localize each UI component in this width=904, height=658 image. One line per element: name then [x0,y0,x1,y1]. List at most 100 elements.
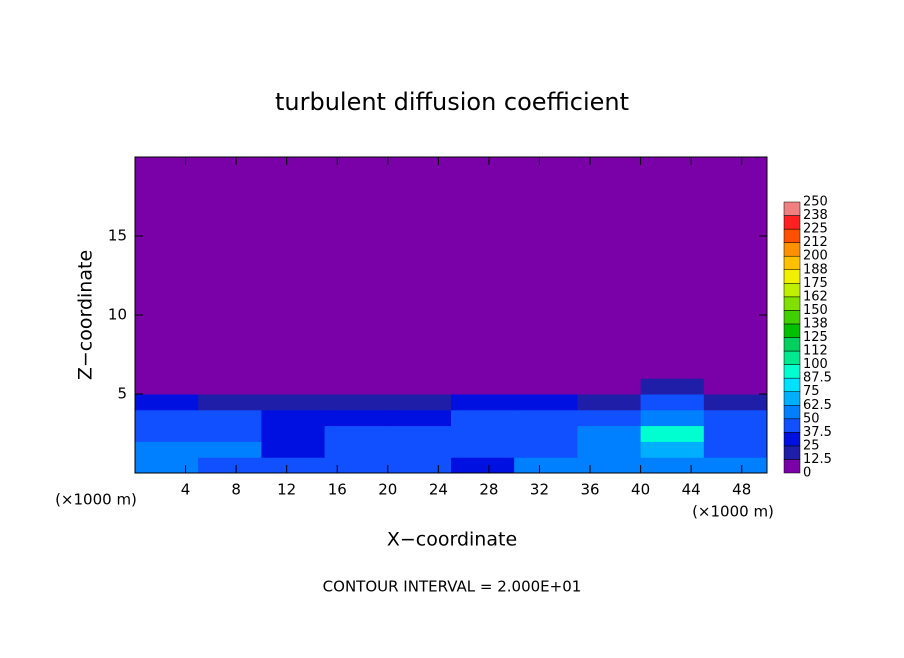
colorbar-label: 238 [803,208,828,223]
colorbar-label: 112 [803,344,828,359]
colorbar-label: 212 [803,235,828,250]
colorbar-band [783,283,801,298]
heatmap-cell [514,394,578,411]
heatmap-cell [135,394,199,411]
heatmap-cell [261,394,326,411]
heatmap-cell [387,425,452,442]
heatmap-cell [451,457,515,474]
colorbar-label: 62.5 [803,398,832,413]
colorbar-label: 50 [803,411,820,426]
heatmap-cell [703,441,768,458]
colorbar-label: 75 [803,384,820,399]
heatmap-cell [703,378,768,395]
heatmap-cell [703,425,768,442]
x-tick-label: 16 [328,481,347,499]
heatmap-cell [324,394,389,411]
heatmap-cell [135,409,199,427]
heatmap-cell [514,157,578,379]
colorbar-band [783,269,801,284]
heatmap-cell [577,157,642,379]
x-tick-label: 8 [231,481,241,499]
heatmap-cell [387,378,452,395]
heatmap-cell [514,457,578,474]
colorbar-label: 138 [803,316,828,331]
colorbar-label: 125 [803,330,828,345]
heatmap-cell [577,394,642,411]
heatmap-cell [135,378,199,395]
colorbar-band [783,350,801,365]
colorbar-band [783,377,801,392]
colorbar-band [783,459,801,474]
x-tick-label: 12 [277,481,296,499]
heatmap-cell [324,457,389,474]
x-tick-label: 36 [580,481,599,499]
heatmap-cell [577,457,642,474]
colorbar-label: 175 [803,276,828,291]
heatmap-cell [514,425,578,442]
x-tick-label: 48 [732,481,751,499]
heatmap-cell [198,425,262,442]
heatmap-cell [640,457,705,474]
heatmap-cell [387,157,452,379]
colorbar-band [783,405,801,420]
heatmap-cell [261,378,326,395]
colorbar-band [783,296,801,311]
x-tick-label: 32 [530,481,549,499]
x-tick-label: 24 [429,481,448,499]
heatmap-cell [640,425,705,442]
colorbar-band [783,242,801,257]
heatmap-cell [514,441,578,458]
x-unit-label: (×1000 m) [692,503,774,521]
heatmap-cell [577,409,642,427]
colorbar-band [783,432,801,447]
heatmap-cell [324,441,389,458]
colorbar-band [783,255,801,271]
colorbar-label: 12.5 [803,452,832,467]
x-tick-label: 44 [682,481,701,499]
chart-title: turbulent diffusion coefficient [275,88,629,116]
heatmap-cell [261,157,326,379]
colorbar-band [783,391,801,406]
heatmap-cell [703,394,768,411]
colorbar-label: 200 [803,249,828,264]
heatmap-cell [703,409,768,427]
y-tick-label: 10 [108,306,127,324]
annotation: CONTOUR INTERVAL = 2.000E+01 [323,578,582,596]
colorbar-label: 162 [803,289,828,304]
y-tick-label: 5 [117,385,127,403]
colorbar-label: 37.5 [803,425,832,440]
colorbar-label: 0 [803,466,811,481]
heatmap-cell [261,409,326,427]
y-tick-label: 15 [108,227,127,245]
colorbar-label: 188 [803,262,828,277]
heatmap-cell [324,378,389,395]
colorbar-label: 150 [803,303,828,318]
heatmap-cell [451,425,515,442]
heatmap-cell [514,409,578,427]
heatmap-cell [387,457,452,474]
heatmap-cell [577,441,642,458]
heatmap-cell [324,425,389,442]
colorbar-label: 100 [803,357,828,372]
colorbar-band [783,445,801,460]
heatmap-cell [387,394,452,411]
heatmap-cell [703,157,768,379]
y-axis-label: Z−coordinate [75,250,97,380]
heatmap-cell [135,441,199,458]
heatmap-cell [514,378,578,395]
colorbar-band [783,228,801,243]
x-tick-label: 4 [181,481,191,499]
heatmap-cell [640,378,705,395]
heatmap-cell [451,409,515,427]
heatmap-cell [261,457,326,474]
colorbar-label: 87.5 [803,371,832,386]
heatmap-cell [261,441,326,458]
heatmap-cell [451,157,515,379]
heatmap-cell [324,409,389,427]
x-axis-label: X−coordinate [387,529,517,551]
heatmap-cell [198,378,262,395]
colorbar-band [783,215,801,230]
heatmap-cell [198,457,262,474]
heatmap-cell [198,441,262,458]
heatmap-cell [451,441,515,458]
